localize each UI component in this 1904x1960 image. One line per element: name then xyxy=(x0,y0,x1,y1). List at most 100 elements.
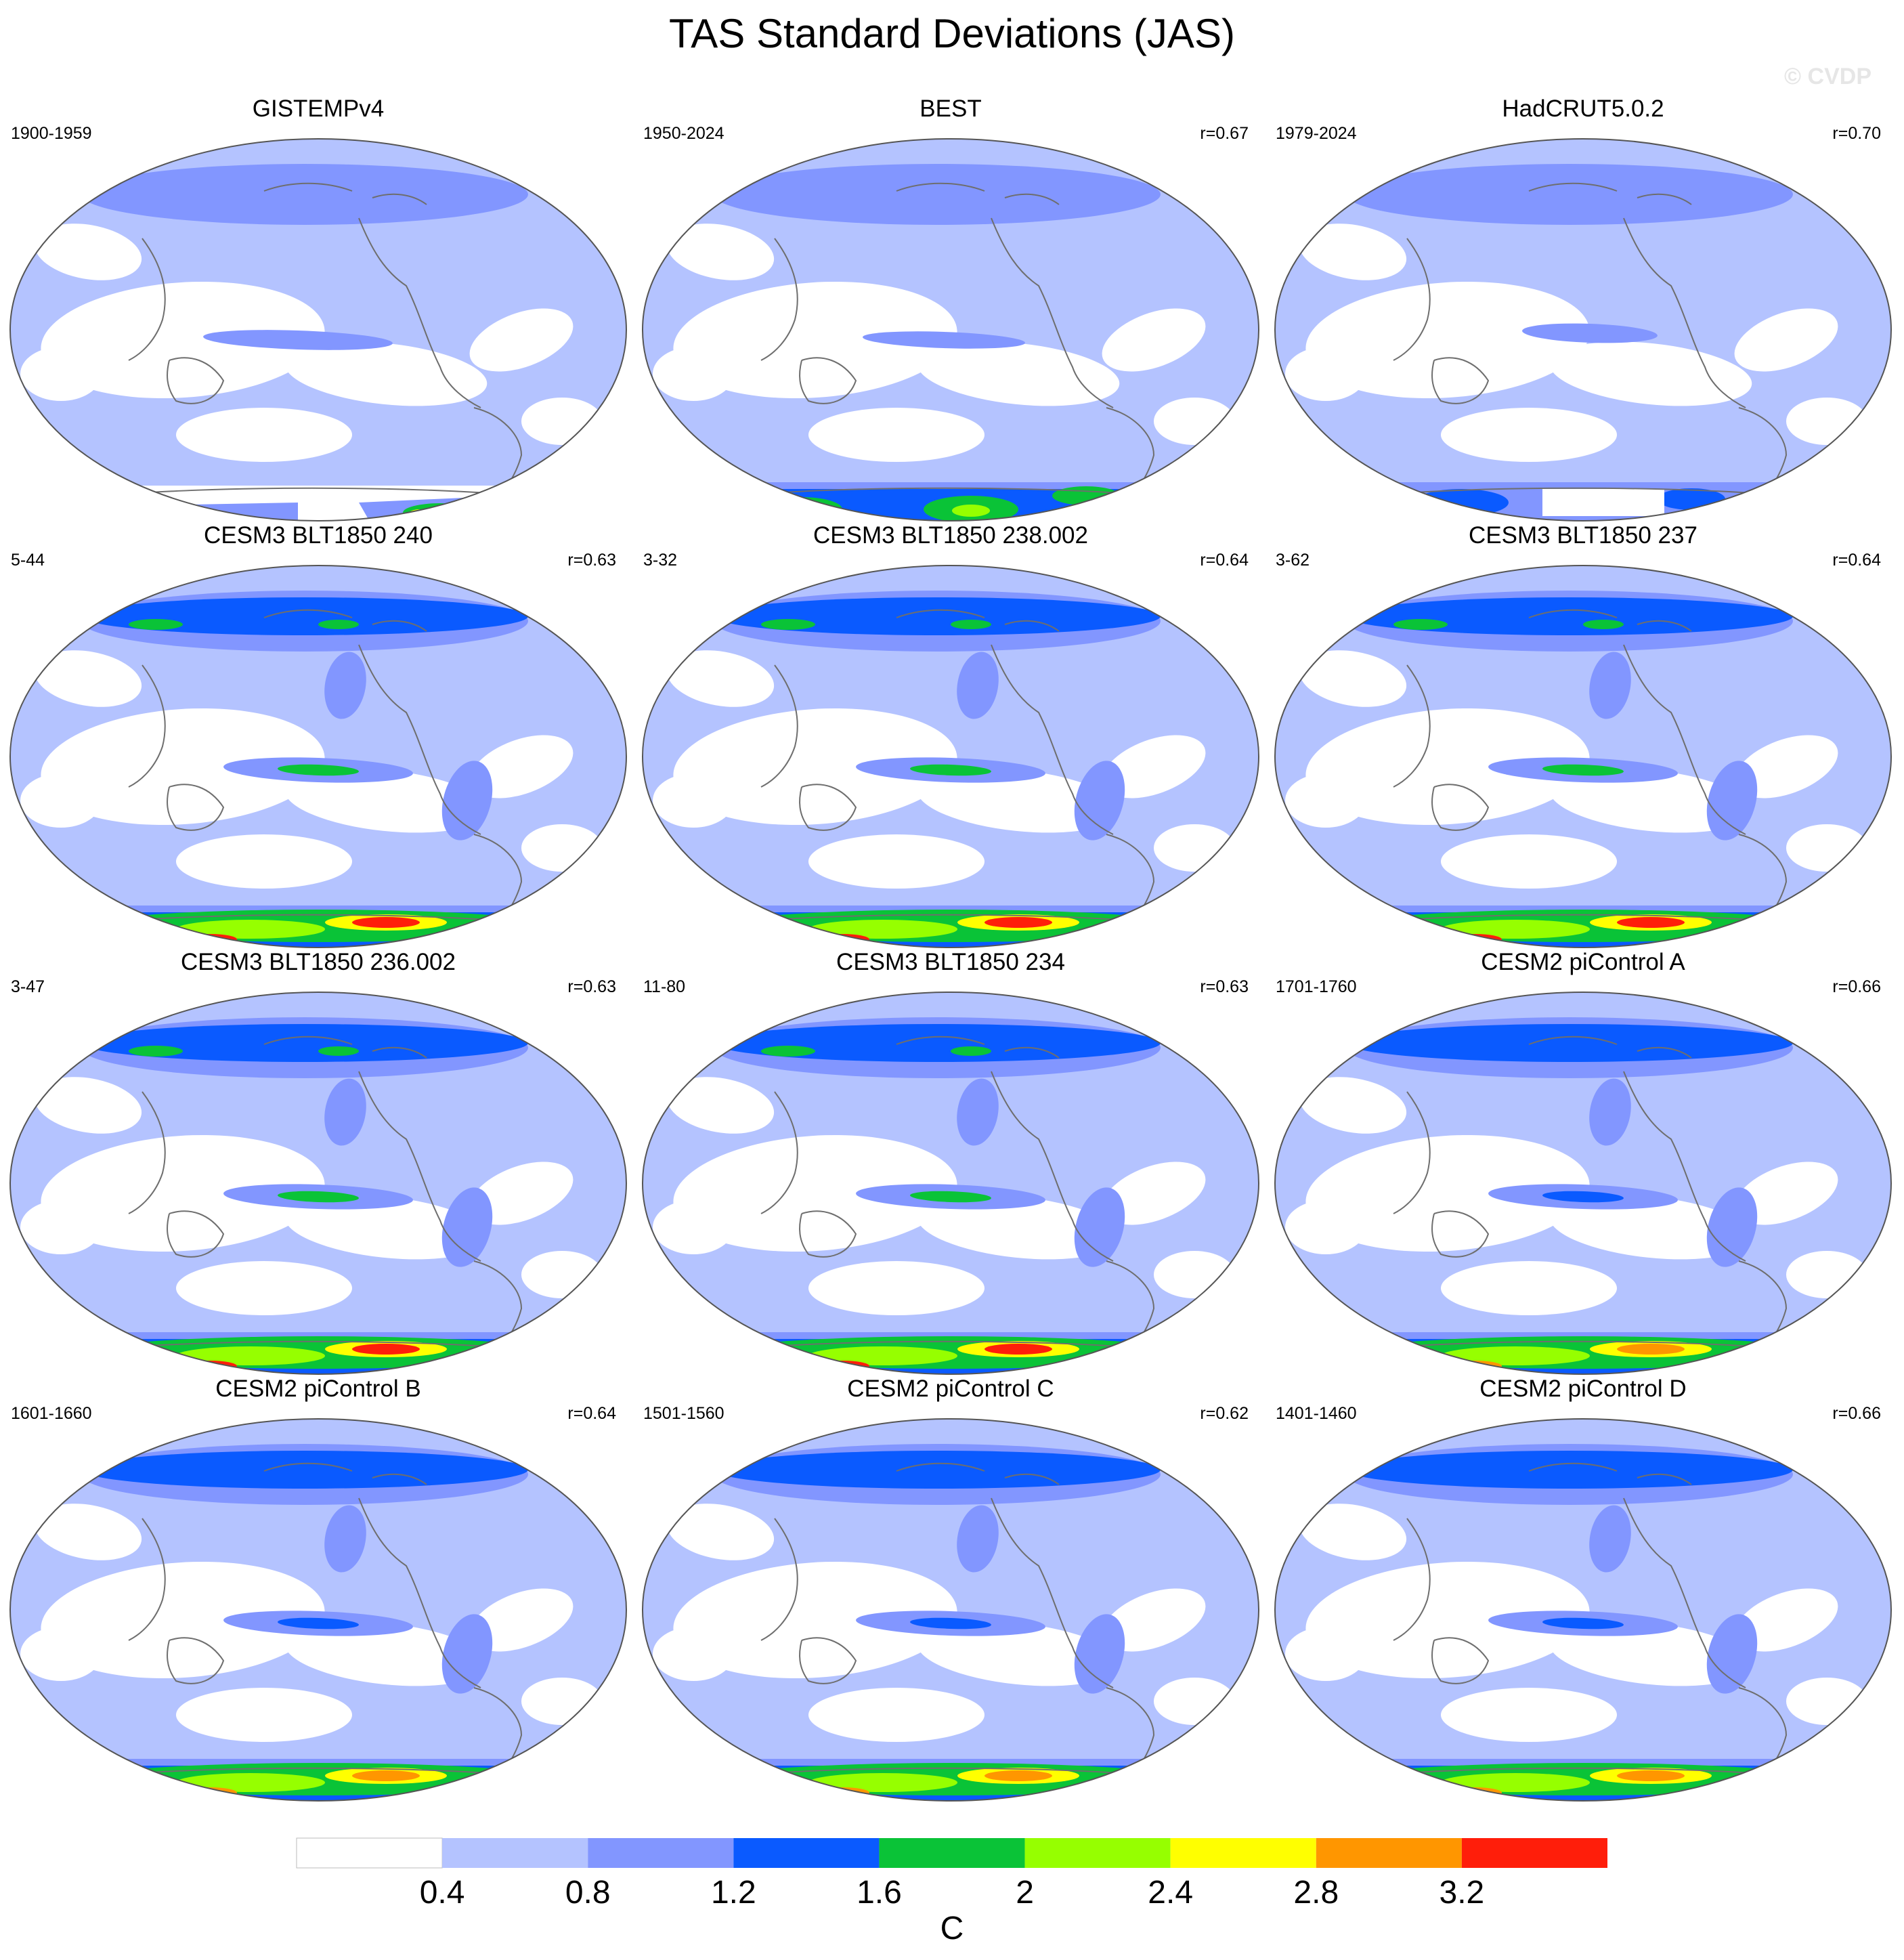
coastline xyxy=(1431,784,1490,831)
north-pacific-maximum xyxy=(324,652,366,719)
arctic-maximum xyxy=(129,1046,183,1057)
map-panel: BEST 1950-2024 r=0.67 xyxy=(639,95,1262,521)
low-variance-region xyxy=(673,281,957,399)
panel-pattern-correlation: r=0.62 xyxy=(1200,1404,1249,1423)
antarctic-maximum xyxy=(1052,486,1120,505)
south-america-field xyxy=(1074,1187,1125,1267)
panel-title: CESM2 piControl A xyxy=(1481,949,1685,975)
map-boundary xyxy=(9,1418,627,1802)
antarctic-maximum xyxy=(352,1344,420,1355)
panel-pattern-correlation: r=0.64 xyxy=(1200,551,1249,570)
antarctic-maximum xyxy=(1441,1346,1590,1365)
map-boundary xyxy=(9,992,627,1375)
coastline xyxy=(263,1036,353,1045)
panel-period: 1401-1460 xyxy=(1276,1404,1357,1423)
low-variance-region xyxy=(1102,1162,1206,1225)
arctic-maximum xyxy=(761,619,815,630)
coastline xyxy=(799,1637,857,1684)
coastline xyxy=(128,664,166,788)
low-variance-region xyxy=(1299,1077,1407,1134)
antarctic-field xyxy=(115,503,298,521)
low-variance-region xyxy=(673,1561,957,1679)
antarctic-maximum xyxy=(808,920,957,939)
coastline xyxy=(263,1462,353,1472)
coastline xyxy=(128,1518,166,1641)
low-variance-region xyxy=(1154,824,1235,872)
map-boundary xyxy=(1274,1418,1892,1802)
low-variance-region xyxy=(1441,1688,1617,1742)
equatorial-pacific-band xyxy=(1522,323,1658,343)
arctic-band xyxy=(1346,164,1793,225)
low-variance-region xyxy=(469,308,574,372)
nino-maximum xyxy=(278,764,359,776)
antarctic-maximum xyxy=(352,917,420,928)
coastline xyxy=(896,1036,985,1045)
panel-period: 1950-2024 xyxy=(643,124,724,143)
low-variance-region xyxy=(1299,223,1407,280)
colorbar-swatch xyxy=(1316,1838,1462,1868)
panel-period: 3-47 xyxy=(11,977,45,996)
arctic-maximum xyxy=(1346,1024,1793,1062)
coastline xyxy=(991,1071,1114,1262)
colorbar-tick-label: 1.2 xyxy=(711,1875,756,1911)
low-variance-region xyxy=(666,1077,775,1134)
robinson-map xyxy=(9,138,627,521)
low-variance-region xyxy=(1734,1588,1838,1652)
colorbar-tick-label: 0.8 xyxy=(565,1875,611,1911)
antarctic-maximum xyxy=(1617,917,1685,928)
low-variance-region xyxy=(521,824,603,872)
antarctic-edge xyxy=(643,1759,1259,1766)
low-variance-region xyxy=(808,1688,985,1742)
coastline xyxy=(167,1637,225,1684)
arctic-maximum xyxy=(951,1046,991,1056)
panel-pattern-correlation: r=0.67 xyxy=(1200,124,1249,143)
map-boundary xyxy=(1274,138,1892,521)
coastline xyxy=(760,1091,798,1214)
antarctic-maximum xyxy=(1617,1770,1685,1781)
antarctic-maximum xyxy=(403,503,477,521)
low-variance-region xyxy=(1285,1200,1366,1254)
coastline xyxy=(1623,1071,1746,1262)
coastline xyxy=(358,644,481,835)
robinson-map xyxy=(9,565,627,948)
map-boundary xyxy=(642,992,1259,1375)
low-variance-region xyxy=(1285,347,1366,401)
nino-maximum xyxy=(1542,1617,1624,1629)
low-variance-region xyxy=(34,1077,142,1134)
low-variance-region xyxy=(1154,1251,1235,1298)
low-variance-region xyxy=(1102,735,1206,798)
low-variance-region xyxy=(20,773,102,828)
robinson-map xyxy=(9,992,627,1375)
low-variance-region xyxy=(176,1261,352,1315)
antarctic-maximum xyxy=(985,1770,1052,1781)
panel-title: BEST xyxy=(919,95,982,122)
panel-pattern-correlation: r=0.64 xyxy=(567,1404,616,1423)
coastline xyxy=(372,620,427,632)
north-pacific-maximum xyxy=(957,1505,999,1573)
low-variance-region xyxy=(20,1627,102,1681)
coastline xyxy=(128,238,166,361)
south-america-field xyxy=(1706,1614,1758,1694)
coastline xyxy=(358,1071,481,1262)
arctic-maximum xyxy=(1583,620,1624,629)
antarctic-edge xyxy=(10,1332,626,1339)
panel-period: 3-62 xyxy=(1276,551,1310,570)
low-variance-region xyxy=(1786,1678,1867,1725)
antarctic-maximum xyxy=(761,497,842,521)
arctic-maximum xyxy=(951,620,991,629)
coastline xyxy=(358,1497,481,1688)
colorbar-tick-label: 3.2 xyxy=(1440,1875,1485,1911)
antarctic-edge xyxy=(643,1332,1259,1339)
antarctic-edge xyxy=(1275,1759,1891,1766)
map-panel: CESM2 piControl A 1701-1760 r=0.66 xyxy=(1272,948,1895,1375)
colorbar-tick-label: 1.6 xyxy=(857,1875,902,1911)
equatorial-pacific-band xyxy=(863,331,1025,349)
coastline xyxy=(1528,609,1618,618)
coastline xyxy=(372,1046,427,1059)
coastline xyxy=(1393,664,1431,788)
arctic-maximum xyxy=(714,1451,1161,1489)
antarctic-maximum xyxy=(808,1773,957,1792)
panel-period: 1979-2024 xyxy=(1276,124,1357,143)
coastline xyxy=(1431,1637,1490,1684)
map-field xyxy=(10,139,626,521)
